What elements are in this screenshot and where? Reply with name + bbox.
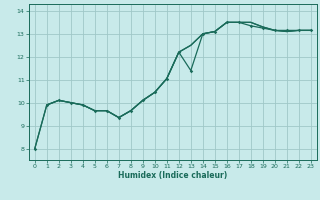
X-axis label: Humidex (Indice chaleur): Humidex (Indice chaleur)	[118, 171, 228, 180]
